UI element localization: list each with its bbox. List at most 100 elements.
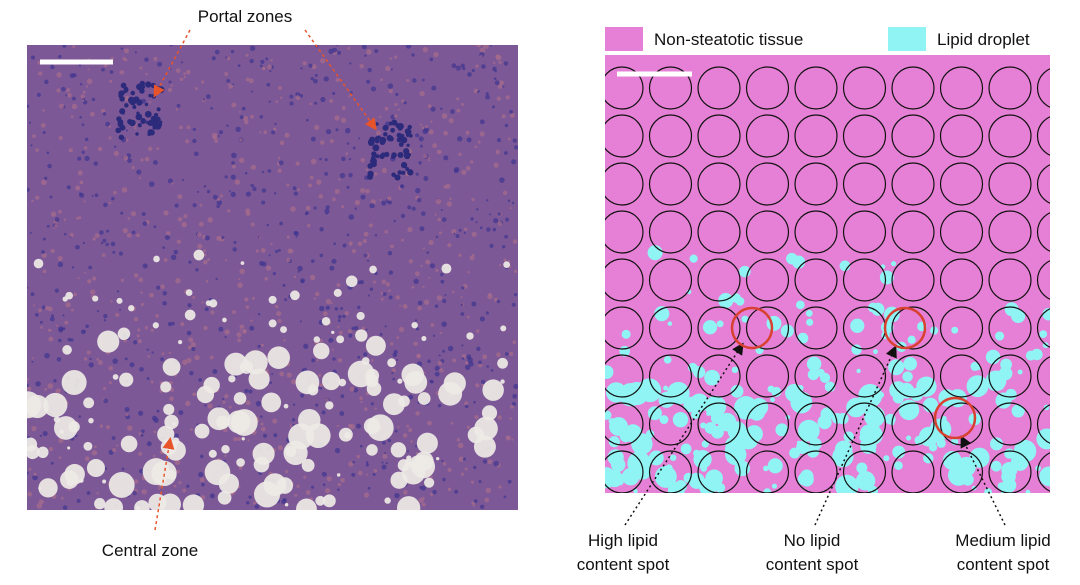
nucleus xyxy=(248,495,252,499)
fat-vacuole xyxy=(321,316,331,326)
nucleus xyxy=(120,211,124,215)
nucleus xyxy=(463,231,466,234)
nucleus xyxy=(402,303,408,309)
nucleus xyxy=(175,68,181,73)
nucleus xyxy=(499,80,504,86)
spot xyxy=(842,258,887,302)
spot xyxy=(891,402,935,446)
nucleus xyxy=(329,139,334,144)
fat-vacuole xyxy=(268,319,277,328)
nucleus xyxy=(125,129,128,132)
lipid-droplet xyxy=(879,270,894,285)
nucleus xyxy=(513,269,518,274)
fat-vacuole xyxy=(120,435,138,453)
nucleus xyxy=(431,85,437,91)
fat-vacuole xyxy=(117,327,131,341)
lipid-droplet xyxy=(855,471,876,491)
nucleus xyxy=(178,481,182,485)
nucleus xyxy=(249,58,254,64)
nucleus xyxy=(295,161,300,166)
nucleus xyxy=(430,380,434,384)
nucleus xyxy=(249,45,256,51)
nucleus xyxy=(497,211,502,216)
nucleus xyxy=(324,487,331,494)
nucleus xyxy=(63,218,67,221)
nucleus xyxy=(286,372,292,378)
nucleus xyxy=(471,68,475,73)
spot xyxy=(1036,260,1050,300)
nucleus xyxy=(321,471,327,477)
nucleus xyxy=(77,170,83,176)
spot xyxy=(939,450,984,493)
nucleus xyxy=(381,200,387,206)
nucleus xyxy=(203,260,208,265)
nucleus xyxy=(385,282,390,287)
nucleus xyxy=(401,238,405,242)
portal xyxy=(120,90,125,95)
nucleus xyxy=(263,130,268,135)
nucleus xyxy=(167,178,174,184)
lipid-droplet xyxy=(731,293,741,303)
nucleus xyxy=(359,444,363,448)
fat-vacuole xyxy=(390,442,407,458)
nucleus xyxy=(480,504,485,509)
nucleus xyxy=(407,205,412,210)
lipid-droplet xyxy=(672,411,689,428)
fat-vacuole xyxy=(283,440,308,466)
spot xyxy=(1036,404,1050,444)
nucleus xyxy=(86,491,91,495)
nucleus xyxy=(462,66,466,71)
nucleus xyxy=(27,471,29,475)
nucleus xyxy=(387,250,393,256)
fat-vacuole xyxy=(301,458,315,472)
portal xyxy=(140,118,146,124)
nucleus xyxy=(477,90,480,93)
nucleus xyxy=(108,201,112,205)
nucleus xyxy=(415,411,420,416)
nucleus xyxy=(324,208,330,214)
nucleus xyxy=(239,138,243,142)
lipid-droplet xyxy=(621,329,631,339)
nucleus xyxy=(54,224,58,228)
lipid-droplet xyxy=(771,483,778,489)
nucleus xyxy=(337,325,340,329)
nucleus xyxy=(352,460,356,464)
nucleus xyxy=(388,88,393,94)
nucleus xyxy=(325,305,330,310)
nucleus xyxy=(131,230,136,235)
nucleus xyxy=(215,277,218,281)
fat-vacuole xyxy=(315,495,326,506)
nucleus xyxy=(365,473,368,476)
nucleus xyxy=(383,452,387,455)
nucleus xyxy=(495,54,502,61)
lipid-droplet xyxy=(883,455,890,462)
nucleus xyxy=(346,233,350,237)
nucleus xyxy=(224,175,228,179)
nucleus xyxy=(195,268,199,272)
nucleus xyxy=(160,357,164,362)
portal xyxy=(397,151,404,159)
fat-vacuole xyxy=(283,403,289,409)
nucleus xyxy=(134,51,137,54)
nucleus xyxy=(28,121,32,124)
nucleus xyxy=(498,264,502,267)
nucleus xyxy=(337,488,340,491)
lipid-droplet xyxy=(633,488,638,493)
nucleus xyxy=(174,374,177,377)
nucleus xyxy=(42,131,46,135)
nucleus xyxy=(81,99,85,102)
spot xyxy=(745,402,790,446)
nucleus xyxy=(149,292,154,298)
lipid-droplet xyxy=(817,415,832,430)
nucleus xyxy=(257,344,261,349)
nucleus xyxy=(187,303,192,308)
nucleus xyxy=(230,191,236,197)
nucleus xyxy=(82,241,85,245)
lipid-droplet xyxy=(637,378,662,402)
lipid-droplet xyxy=(984,488,992,493)
nucleus xyxy=(482,459,488,464)
nucleus xyxy=(476,208,479,211)
nucleus xyxy=(108,136,112,140)
nucleus xyxy=(349,62,352,65)
portal xyxy=(137,123,142,128)
